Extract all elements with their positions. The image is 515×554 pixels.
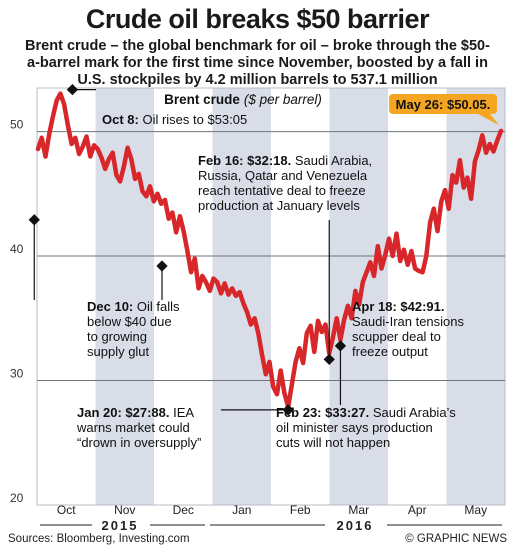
highlight-pointer [478,114,499,125]
annotation-apr18: Apr 18: $42:91. Saudi-Iran tensions scuppe… [352,299,465,359]
page-subtitle: Brent crude – the global benchmark for o… [25,38,490,88]
chart-title-main: Brent crude [164,92,240,107]
year-label: 2016 [337,518,374,533]
annotation-feb16: Feb 16: $32:18. Saudi Arabia, Russia, Qat… [198,153,372,213]
chart-title: Brent crude ($ per barrel) [164,92,322,107]
x-tick-label: Mar [348,503,369,517]
x-tick-label: Feb [290,503,311,517]
annotation-oct8: Oct 8: Oil rises to $53:05 [102,112,247,127]
x-tick-label: Dec [173,503,194,517]
annotation-feb23: Feb 23: $33:27. Saudi Arabia’s oil minist… [276,405,456,450]
y-tick-label: 40 [10,242,24,256]
y-tick-label: 20 [10,491,24,505]
x-tick-label: May [464,503,487,517]
sources-note: Sources: Bloomberg, Investing.com [8,533,190,545]
chart-title-unit: ($ per barrel) [244,92,322,107]
annotation-dec10: Dec 10: Oil falls below $40 due to growing… [87,299,180,359]
x-tick-label: Apr [408,503,427,517]
highlight-box [389,94,497,114]
annotation-may26: May 26: $50.05. [396,97,491,112]
y-tick-label: 50 [10,118,24,132]
x-tick-label: Nov [114,503,135,517]
page-title: Crude oil breaks $50 barrier [85,4,430,34]
x-tick-label: Oct [57,503,76,517]
month-band [446,88,505,505]
x-tick-label: Jan [232,503,251,517]
y-tick-label: 30 [10,367,24,381]
credit-note: © GRAPHIC NEWS [405,533,507,545]
price-line [35,91,504,410]
year-label: 2015 [102,518,139,533]
annotation-jan20: Jan 20: $27:88. IEA warns market could “dr… [76,405,201,450]
plot-border [36,87,506,506]
